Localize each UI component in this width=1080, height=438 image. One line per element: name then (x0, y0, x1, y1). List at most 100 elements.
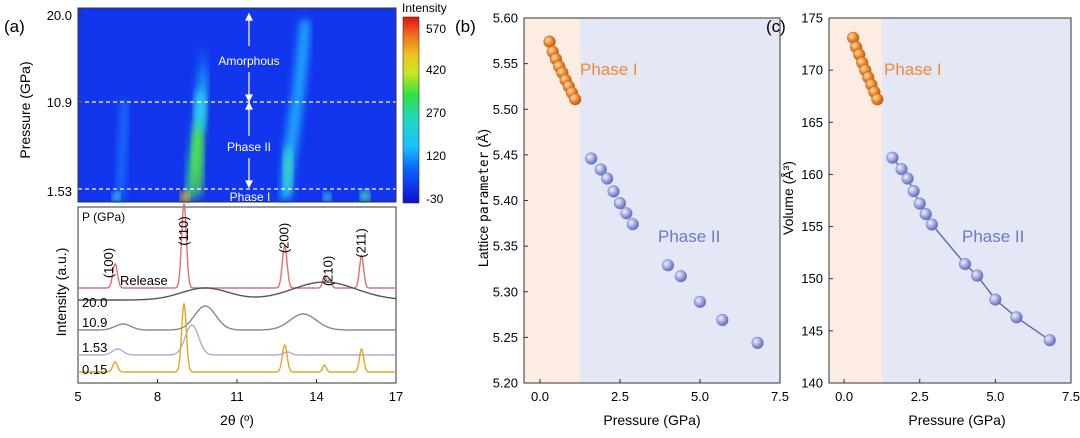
xrd-xlabel: 2θ (º) (220, 412, 254, 428)
y-tick-label: 5.25 (493, 330, 518, 345)
point-phase-ii (919, 208, 932, 221)
y-tick-label: 170 (801, 63, 823, 78)
x-tick-label: 5.0 (691, 389, 709, 404)
region-phase-ii (881, 18, 1071, 383)
point-phase-ii (594, 163, 607, 176)
xrd-series-labels: Release 20.0 10.9 1.53 0.15 (82, 273, 168, 377)
x-tick-label: 5.0 (986, 389, 1004, 404)
heatmap-y-tick-10.9: 10.9 (47, 95, 72, 110)
xrd-series-label: 10.9 (82, 315, 107, 330)
heatmap-background (78, 8, 396, 202)
point-phase-ii (901, 172, 914, 185)
y-tick-label: 5.50 (493, 102, 518, 117)
xrd-curve-1_53 (78, 324, 396, 356)
point-phase-ii (1043, 334, 1056, 347)
y-tick-label: 5.55 (493, 56, 518, 71)
panel-b-axes: 5.20 5.25 5.30 5.35 5.40 5.45 5.50 5.55 5.60 0.0 2… (493, 11, 789, 405)
xrd-curve-10_9 (78, 305, 396, 331)
y-tick-label: 5.45 (493, 147, 518, 162)
xrd-ylabel: Intensity (a.u.) (53, 248, 69, 337)
y-tick-label: 145 (801, 323, 823, 338)
xrd-series-label: 20.0 (82, 295, 107, 310)
x-tick-label: 7.5 (771, 389, 789, 404)
y-tick-label: 165 (801, 115, 823, 130)
colorbar-gradient (402, 16, 420, 204)
point-phase-ii (620, 207, 633, 220)
panel-b-ylabel: Lattice parameter (Å) (475, 129, 492, 267)
xrd-peak-label: (200) (277, 223, 292, 253)
colorbar-title: Intensity (402, 1, 447, 15)
xrd-series-label: 1.53 (82, 340, 107, 355)
point-phase-ii (661, 259, 675, 272)
point-phase-ii (895, 163, 908, 176)
panel-c-points (847, 31, 1056, 347)
xrd-peak-label: (110) (176, 216, 191, 245)
heatmap-y-tick-20: 20.0 (47, 8, 72, 23)
point-phase-ii (626, 218, 639, 231)
y-tick-label: 5.35 (493, 239, 518, 254)
point-phase-ii (1010, 311, 1023, 324)
x-tick-label: 7.5 (1062, 389, 1080, 404)
xrd-x-ticks: 5 8 11 14 17 (74, 379, 403, 404)
point-phase-ii (913, 197, 926, 210)
panel-c-xlabel: Pressure (GPa) (908, 412, 1005, 428)
region-phase-i (524, 18, 580, 383)
xrd-series-label: Release (120, 273, 168, 288)
colorbar: Intensity 570 420 270 120 -30 (402, 1, 447, 206)
heatmap-ridges (112, 20, 370, 203)
y-tick-label: 140 (801, 376, 823, 391)
region-phase-i (829, 18, 882, 383)
phase-arrows (245, 12, 253, 189)
point-phase-ii (925, 218, 939, 231)
xrd-x-tick-label: 17 (389, 389, 403, 404)
x-tick-label: 2.5 (611, 389, 629, 404)
xrd-line-chart: P (GPa) Release 20.0 10.9 1.53 0.15 (100) (11… (53, 203, 403, 428)
xrd-x-tick-label: 5 (74, 389, 81, 404)
xrd-curve-20_0 (78, 281, 397, 301)
heatmap: Amorphous Phase II Phase I 20.0 10.9 1.5… (17, 7, 397, 204)
xrd-peak-labels: (100) (110) (200) (210) (211) (101, 216, 368, 286)
xrd-curve-0_15 (78, 301, 396, 373)
point-phase-ii (674, 270, 687, 283)
y-tick-label: 160 (801, 167, 823, 182)
point-phase-ii (607, 185, 620, 198)
heatmap-ylabel: Pressure (GPa) (17, 61, 33, 158)
panel-b-region-label-phase-i: Phase I (580, 60, 638, 79)
x-tick-label: 2.5 (911, 389, 929, 404)
point-phase-ii (693, 295, 707, 308)
y-tick-label: 150 (801, 271, 823, 286)
colorbar-tick-120: 120 (426, 149, 446, 163)
point-phase-ii (613, 197, 627, 210)
xrd-x-tick-label: 14 (309, 389, 323, 404)
point-phase-i (569, 93, 582, 106)
y-tick-label: 5.30 (493, 284, 518, 299)
panel-c: (c) 140 145 150 155 160 165 170 175 0.0 2.5 5.0 7.5… (766, 11, 1080, 429)
panel-b-xlabel: Pressure (GPa) (603, 412, 700, 428)
point-phase-ii (907, 185, 920, 198)
heatmap-frame (77, 7, 397, 203)
panel-b-region-label-phase-ii: Phase II (658, 227, 720, 246)
xrd-legend-title: P (GPa) (82, 210, 125, 224)
point-phase-ii (971, 269, 984, 282)
panel-b-points (543, 35, 764, 350)
panel-b-label: (b) (455, 17, 476, 36)
y-tick-label: 5.40 (493, 193, 518, 208)
point-phase-ii (716, 313, 729, 327)
panel-c-region-label-phase-ii: Phase II (962, 227, 1024, 246)
xrd-x-tick-label: 11 (230, 389, 244, 404)
region-phase-ii (580, 18, 780, 383)
colorbar-tick-570: 570 (426, 22, 446, 36)
y-tick-label: 5.60 (493, 11, 518, 26)
annotation-phase-i: Phase I (230, 190, 271, 204)
point-phase-ii (751, 336, 764, 350)
xrd-series-label: 0.15 (82, 362, 107, 377)
point-phase-ii (585, 152, 598, 165)
xrd-peak-label: (211) (354, 228, 369, 257)
panel-a: (a) (4, 1, 447, 428)
panel-c-regions (829, 18, 1071, 383)
panel-a-label: (a) (4, 17, 25, 36)
point-phase-ii (958, 258, 972, 271)
x-tick-label: 0.0 (835, 389, 853, 404)
xrd-curve-Release (78, 203, 396, 289)
